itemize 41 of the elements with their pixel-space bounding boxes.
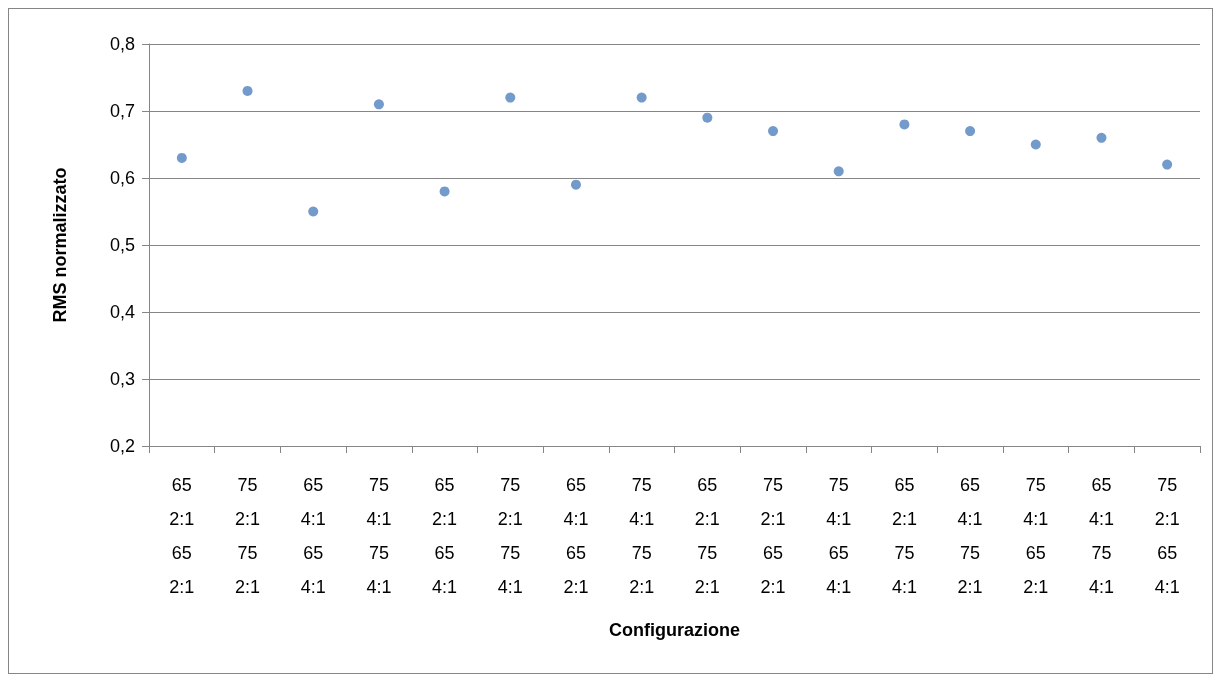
x-tick-label: 75 2:1 75 4:1 [497,475,523,597]
y-axis-title: RMS normalizzato [50,167,70,323]
x-tick-label: 65 4:1 65 4:1 [300,475,326,597]
x-tick-label: 75 2:1 65 4:1 [1154,475,1180,597]
point [373,99,384,110]
x-tick-label: 75 2:1 75 2:1 [235,475,261,597]
x-tick-label: 65 4:1 75 2:1 [957,475,983,597]
point [965,126,976,137]
point [176,152,187,163]
x-axis-title: Configurazione [609,620,740,640]
x-tick-label: 75 4:1 65 2:1 [1023,475,1049,597]
x-tick-label: 75 2:1 65 2:1 [760,475,786,597]
point [308,206,319,217]
point [242,85,253,96]
y-tick-label: 0,5 [109,235,135,255]
point [1162,159,1173,170]
x-tick-label: 65 2:1 75 2:1 [694,475,720,597]
x-tick-label: 75 4:1 75 2:1 [629,475,655,597]
y-tick-label: 0,6 [109,168,135,188]
point [833,166,844,177]
point [1030,139,1041,150]
x-tick-label: 75 4:1 65 4:1 [826,475,852,597]
x-tick-label: 65 2:1 65 4:1 [432,475,458,597]
y-tick-label: 0,7 [109,101,135,121]
x-tick-label: 65 4:1 75 4:1 [1088,475,1114,597]
point [439,186,450,197]
point [768,126,779,137]
x-tick-label: 75 4:1 75 4:1 [366,475,392,597]
x-tick-label: 65 4:1 65 2:1 [563,475,589,597]
point [505,92,516,103]
point [570,179,581,190]
y-tick-label: 0,4 [109,302,135,322]
point [702,112,713,123]
point [636,92,647,103]
x-tick-label: 65 2:1 75 4:1 [891,475,917,597]
y-tick-label: 0,3 [109,369,135,389]
y-tick-label: 0,8 [109,34,135,54]
y-tick-label: 0,2 [109,436,135,456]
point [899,119,910,130]
x-tick-label: 65 2:1 65 2:1 [169,475,195,597]
point [1096,132,1107,143]
